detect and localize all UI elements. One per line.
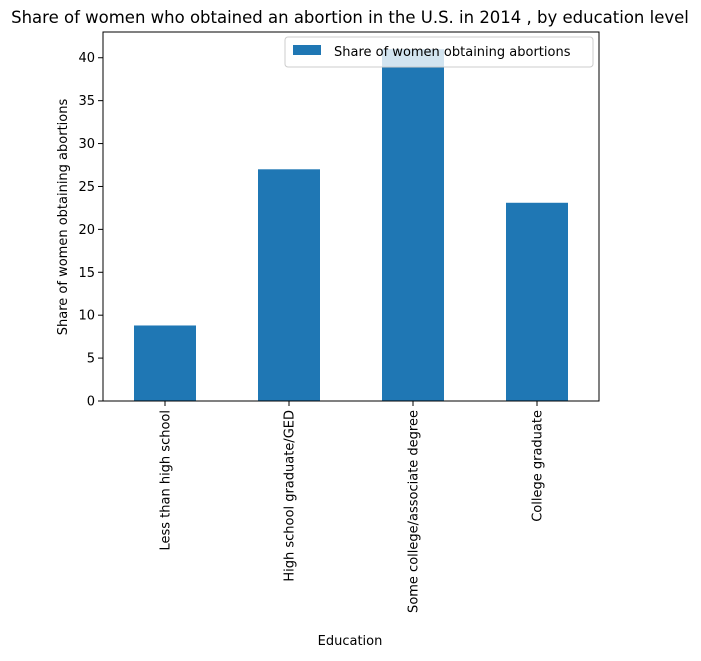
x-tick-label: High school graduate/GED bbox=[283, 410, 298, 582]
x-tick-label: College graduate bbox=[531, 410, 546, 522]
y-tick-label: 0 bbox=[87, 395, 95, 410]
y-tick-label: 10 bbox=[78, 309, 95, 324]
y-tick-label: 20 bbox=[78, 223, 95, 238]
y-tick-label: 35 bbox=[78, 94, 95, 109]
x-axis-title: Education bbox=[318, 634, 383, 649]
bar-1 bbox=[258, 169, 320, 401]
chart-title: Share of women who obtained an abortion … bbox=[11, 8, 689, 27]
x-axis: Less than high school High school graduat… bbox=[159, 401, 546, 613]
bar-3 bbox=[506, 202, 568, 401]
y-tick-label: 40 bbox=[78, 51, 95, 66]
legend-box bbox=[284, 36, 594, 68]
y-tick-label: 25 bbox=[78, 180, 95, 195]
y-tick-label: 30 bbox=[78, 137, 95, 152]
legend: Share of women obtaining abortions bbox=[284, 36, 594, 68]
legend-label: Share of women obtaining abortions bbox=[334, 45, 571, 60]
x-tick-label: Some college/associate degree bbox=[407, 410, 422, 613]
legend-swatch bbox=[293, 45, 321, 55]
y-tick-label: 15 bbox=[78, 266, 95, 281]
y-axis: 0 5 10 15 20 25 30 35 40 bbox=[78, 51, 103, 410]
plot-frame bbox=[102, 31, 600, 402]
bar-0 bbox=[134, 325, 196, 401]
x-tick-label: Less than high school bbox=[159, 410, 174, 551]
y-axis-title: Share of women obtaining abortions bbox=[56, 99, 71, 336]
bar-2 bbox=[382, 49, 444, 401]
bars-layer bbox=[134, 49, 568, 401]
y-tick-label: 5 bbox=[87, 352, 95, 367]
